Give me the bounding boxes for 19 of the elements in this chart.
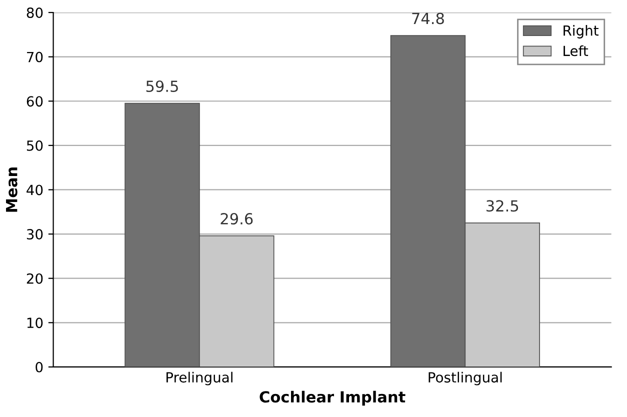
- y-tick-label: 10: [27, 318, 43, 328]
- legend-label: Left: [564, 45, 588, 56]
- data-label: 29.6: [220, 212, 253, 225]
- y-tick-label: 30: [26, 229, 43, 240]
- y-tick-label: 50: [26, 140, 43, 151]
- legend-label: Right: [564, 25, 598, 38]
- y-tick-label: 60: [26, 96, 43, 107]
- y-tick-label: 80: [26, 7, 43, 18]
- data-label: 32.5: [486, 200, 518, 212]
- data-label: 74.8: [412, 12, 444, 24]
- x-axis-title: Cochlear Implant: [260, 390, 406, 406]
- y-axis-title: Mean: [6, 168, 18, 212]
- y-tick-label: 70: [27, 52, 43, 62]
- x-tick-label: Postlingual: [428, 372, 502, 386]
- y-tick-label: 40: [26, 184, 43, 196]
- y-tick-label: 0: [36, 362, 43, 372]
- x-tick-label: Prelingual: [166, 372, 232, 386]
- y-tick-label: 20: [26, 273, 43, 284]
- data-label: 59.5: [146, 80, 178, 92]
